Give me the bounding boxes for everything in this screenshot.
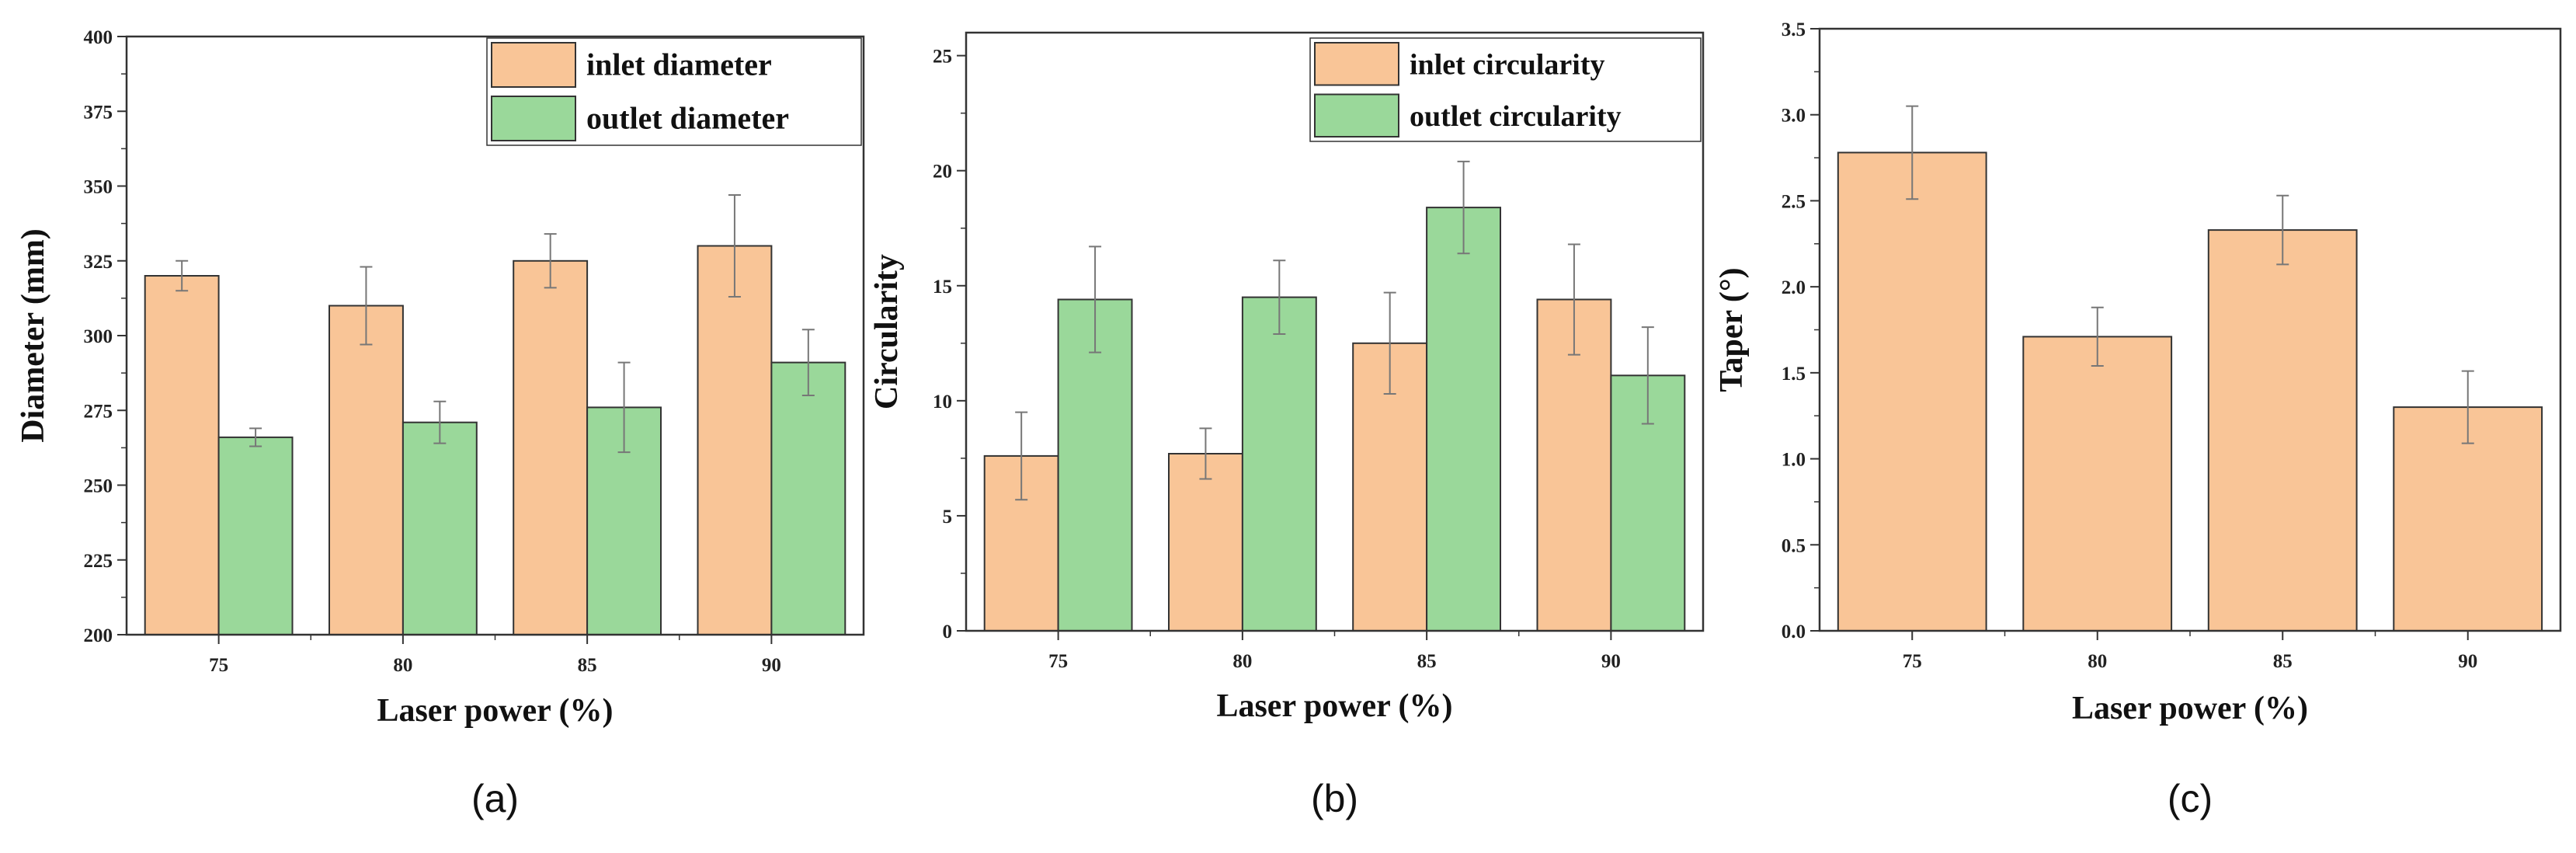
panel-label-b: (b) — [1311, 777, 1358, 820]
error-bar-c-s0-75 — [1906, 105, 1919, 200]
y-tick-label-c: 2.0 — [1782, 277, 1806, 298]
y-tick-label-b: 15 — [933, 277, 952, 298]
x-tick-label-b: 85 — [1417, 651, 1437, 672]
error-bar-c-s0-80 — [2091, 306, 2104, 367]
x-tick-label-c: 90 — [2458, 651, 2477, 672]
error-bar-b-s0-80 — [1199, 427, 1212, 480]
y-tick-label-b: 0 — [943, 621, 953, 642]
y-tick-label-a: 200 — [84, 625, 113, 646]
bar-a-s0-80 — [329, 305, 404, 635]
y-tick-label-a: 250 — [84, 476, 113, 497]
y-tick-label-b: 5 — [943, 507, 953, 527]
x-tick-label-b: 75 — [1048, 651, 1068, 672]
legend-swatch-b-s0 — [1314, 42, 1399, 86]
y-axis-title-c: Taper (°) — [1714, 267, 1750, 392]
y-tick-label-a: 275 — [84, 401, 113, 422]
y-tick-label-c: 0.5 — [1782, 535, 1806, 556]
error-bar-a-s1-80 — [433, 400, 447, 444]
bar-b-s1-80 — [1241, 296, 1317, 632]
x-axis-title-c: Laser power (%) — [2072, 691, 2308, 726]
y-tick-label-c: 3.0 — [1782, 106, 1806, 127]
x-tick-label-a: 75 — [209, 655, 228, 676]
x-tick-label-a: 80 — [393, 655, 412, 676]
x-tick-label-b: 80 — [1232, 651, 1252, 672]
y-tick-label-b: 25 — [933, 47, 952, 68]
error-bar-b-s1-85 — [1457, 160, 1470, 255]
y-tick-label-a: 300 — [84, 326, 113, 347]
y-tick-label-c: 1.0 — [1782, 450, 1806, 471]
y-tick-label-c: 2.5 — [1782, 191, 1806, 212]
y-tick-label-a: 225 — [84, 551, 113, 572]
bar-a-s0-75 — [144, 275, 220, 635]
error-bar-a-s0-85 — [544, 233, 557, 289]
bar-a-s1-75 — [217, 436, 294, 636]
legend-label-b-s0: inlet circularity — [1410, 48, 1605, 81]
error-bar-b-s1-80 — [1273, 259, 1286, 335]
x-axis-title-a: Laser power (%) — [377, 693, 613, 729]
legend-label-a-s0: inlet diameter — [586, 47, 772, 82]
y-tick-label-b: 20 — [933, 162, 952, 183]
bar-a-s1-80 — [402, 421, 478, 635]
panel-a-chart: 200 225 250 275 300 325 350 375 400 75 80 85 90 Laser… — [16, 27, 865, 820]
y-tick-label-c: 3.5 — [1782, 19, 1806, 40]
bar-b-s1-75 — [1057, 298, 1133, 632]
legend-a: inlet diameter outlet diameter — [486, 37, 862, 146]
legend-label-a-s1: outlet diameter — [586, 101, 789, 136]
x-tick-label-b: 90 — [1601, 651, 1621, 672]
bar-a-s1-90 — [770, 361, 846, 635]
x-axis-title-b: Laser power (%) — [1216, 688, 1452, 724]
bar-c-s0-80 — [2022, 336, 2173, 632]
y-axis-title-b: Circularity — [869, 254, 905, 409]
error-bar-b-s0-90 — [1567, 243, 1580, 356]
legend-swatch-a-s0 — [491, 42, 576, 88]
x-tick-label-c: 85 — [2273, 651, 2293, 672]
bar-c-s0-75 — [1837, 151, 1987, 632]
error-bar-a-s1-75 — [249, 427, 262, 447]
error-bar-c-s0-90 — [2461, 370, 2474, 444]
legend-label-b-s1: outlet circularity — [1410, 100, 1622, 133]
bar-a-s0-90 — [697, 245, 773, 635]
x-tick-label-c: 80 — [2088, 651, 2107, 672]
panel-b-chart: 0 5 10 15 20 25 75 80 85 90 Laser power (%) Circula… — [869, 31, 1705, 820]
error-bar-a-s1-85 — [617, 361, 631, 454]
bar-c-s0-90 — [2393, 406, 2543, 632]
x-tick-label-a: 85 — [578, 655, 597, 676]
error-bar-a-s0-80 — [360, 266, 373, 346]
bar-a-s0-85 — [513, 259, 589, 636]
legend-swatch-b-s1 — [1314, 93, 1399, 138]
y-tick-label-a: 350 — [84, 177, 113, 198]
bar-b-s0-80 — [1168, 453, 1243, 632]
panel-c-chart: 0.0 0.5 1.0 1.5 2.0 2.5 3.0 3.5 75 80 85 90 Laser po… — [1714, 19, 2562, 820]
y-tick-label-a: 400 — [84, 27, 113, 48]
bar-b-s1-85 — [1426, 207, 1501, 632]
panel-label-c: (c) — [2168, 777, 2213, 820]
y-tick-label-c: 1.5 — [1782, 364, 1806, 385]
y-tick-label-c: 0.0 — [1782, 621, 1806, 642]
error-bar-b-s0-75 — [1015, 411, 1028, 501]
legend-swatch-a-s1 — [491, 96, 576, 141]
x-tick-label-c: 75 — [1903, 651, 1922, 672]
y-tick-label-a: 375 — [84, 102, 113, 123]
legend-b: inlet circularity outlet circularity — [1309, 37, 1702, 142]
x-tick-label-a: 90 — [762, 655, 781, 676]
error-bar-b-s1-90 — [1641, 326, 1654, 425]
y-tick-label-b: 10 — [933, 392, 952, 413]
error-bar-c-s0-85 — [2276, 194, 2289, 266]
bar-c-s0-85 — [2207, 229, 2358, 632]
error-bar-a-s0-90 — [728, 194, 741, 298]
y-tick-label-a: 325 — [84, 252, 113, 273]
error-bar-a-s0-75 — [176, 259, 189, 292]
panel-label-a: (a) — [471, 777, 519, 820]
y-axis-title-a: Diameter (mm) — [16, 228, 51, 443]
error-bar-b-s0-85 — [1383, 291, 1396, 395]
error-bar-b-s1-75 — [1089, 245, 1102, 353]
error-bar-a-s1-90 — [801, 329, 815, 396]
